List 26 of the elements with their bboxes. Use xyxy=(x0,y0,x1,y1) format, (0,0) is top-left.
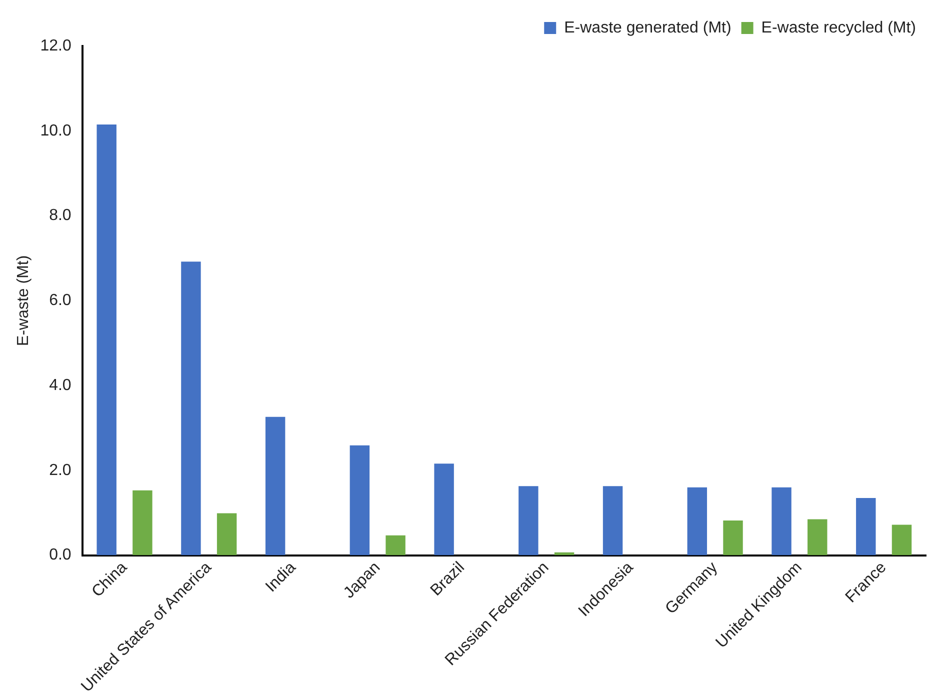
bar xyxy=(856,498,876,556)
bar xyxy=(350,445,370,556)
y-tick-label: 12.0 xyxy=(40,37,72,54)
bar xyxy=(216,513,237,556)
legend-label: E-waste recycled (Mt) xyxy=(761,19,916,36)
y-tick-label: 8.0 xyxy=(49,207,72,224)
bar xyxy=(892,524,912,556)
y-tick-label: 4.0 xyxy=(49,376,72,394)
legend-label: E-waste generated (Mt) xyxy=(564,19,732,36)
bar xyxy=(723,520,743,556)
bar xyxy=(602,486,623,556)
y-axis-title: E-waste (Mt) xyxy=(15,255,32,346)
bar xyxy=(772,487,792,556)
bar xyxy=(518,486,538,556)
bar xyxy=(386,535,406,556)
bar xyxy=(434,464,454,556)
bar xyxy=(181,262,201,556)
y-tick-label: 6.0 xyxy=(49,292,72,310)
y-tick-label: 2.0 xyxy=(49,462,72,479)
bar xyxy=(265,416,286,556)
bar xyxy=(96,124,116,556)
bar xyxy=(808,519,828,556)
bar xyxy=(132,490,152,556)
bar xyxy=(687,487,708,556)
y-tick-label: 0.0 xyxy=(49,546,72,564)
y-tick-label: 10.0 xyxy=(40,122,72,140)
